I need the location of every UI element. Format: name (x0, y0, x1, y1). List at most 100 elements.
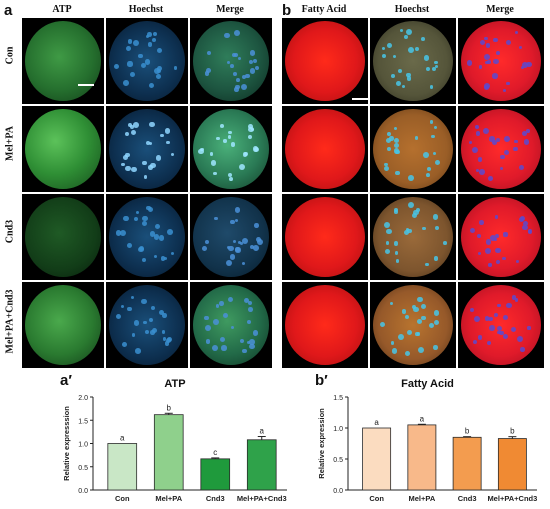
nucleus-spot (429, 120, 434, 124)
nucleus-spot (426, 66, 430, 71)
nucleus-spot (214, 216, 218, 221)
nucleus-spot (395, 171, 400, 176)
nucleus-spot (213, 171, 217, 176)
y-tick-label: 0.0 (333, 488, 343, 495)
nucleus-spot (480, 39, 486, 45)
nucleus-spot (379, 321, 386, 328)
x-tick-label: Mel+PA (155, 494, 182, 503)
culture-dish-image (373, 285, 453, 365)
nucleus-spot (407, 329, 413, 335)
merge-b-image-mel-pa (458, 106, 544, 192)
nucleus-spot (142, 221, 148, 227)
nucleus-spot (393, 143, 400, 149)
nucleus-spot (421, 315, 426, 320)
nucleus-spot (249, 244, 254, 249)
nucleus-spot (407, 228, 413, 234)
nucleus-spot (151, 327, 158, 334)
culture-dish-image (193, 21, 269, 101)
y-tick-label: 1.5 (78, 418, 88, 425)
x-tick-label: Mel+PA+Cnd3 (237, 494, 287, 503)
nucleus-spot (135, 210, 139, 214)
nucleus-spot (434, 159, 441, 166)
panel-a-col-atp: ATP (52, 4, 72, 15)
significance-letter: c (213, 448, 217, 457)
nucleus-spot (144, 329, 149, 335)
nucleus-spot (404, 230, 410, 236)
nucleus-spot (228, 172, 233, 177)
nucleus-spot (493, 37, 498, 43)
nucleus-spot (253, 223, 259, 228)
nucleus-spot (383, 165, 389, 171)
nucleus-spot (477, 157, 483, 162)
nucleus-spot (390, 73, 395, 78)
nucleus-spot (211, 160, 217, 166)
nucleus-spot (224, 32, 230, 39)
nucleus-spot (119, 229, 126, 236)
nucleus-spot (479, 169, 486, 176)
nucleus-spot (219, 301, 224, 306)
nucleus-spot (159, 309, 165, 315)
nucleus-spot (206, 68, 212, 73)
nucleus-spot (239, 163, 246, 170)
nucleus-spot (153, 254, 158, 259)
nucleus-spot (243, 298, 249, 304)
nucleus-spot (138, 53, 143, 59)
nucleus-spot (502, 88, 506, 93)
nucleus-spot (153, 31, 158, 36)
nucleus-spot (252, 330, 259, 336)
chart-fatty-acid-title: Fatty Acid (401, 378, 454, 390)
bar (200, 458, 231, 491)
nucleus-spot (406, 29, 413, 36)
nucleus-spot (240, 83, 247, 90)
nucleus-spot (431, 66, 437, 72)
nucleus-spot (384, 162, 388, 167)
nucleus-spot (153, 68, 160, 75)
nucleus-spot (242, 262, 246, 266)
nucleus-spot (423, 152, 430, 158)
nucleus-spot (143, 320, 148, 325)
nucleus-spot (254, 65, 259, 70)
nucleus-spot (141, 257, 147, 263)
nucleus-spot (148, 165, 153, 170)
nucleus-spot (213, 319, 219, 325)
nucleus-spot (160, 133, 164, 138)
culture-dish-image (373, 197, 453, 277)
nucleus-spot (433, 256, 438, 261)
hoechst-b-image-mel-pa-cnd3 (370, 282, 456, 368)
nucleus-spot (391, 348, 398, 355)
merge-b-image-con (458, 18, 544, 104)
nucleus-spot (240, 339, 245, 344)
nucleus-spot (523, 139, 530, 145)
nucleus-spot (485, 239, 492, 245)
significance-letter: a (374, 418, 379, 427)
y-tick-label: 2.0 (78, 395, 88, 402)
y-axis-label: Relative expresssion (62, 406, 71, 481)
nucleus-spot (514, 139, 518, 144)
nucleus-spot (382, 54, 387, 59)
nucleus-spot (415, 331, 419, 336)
culture-dish-image (25, 109, 101, 189)
nucleus-spot (494, 238, 498, 242)
nucleus-spot (198, 148, 204, 155)
nucleus-spot (432, 151, 436, 156)
bar (246, 439, 277, 491)
nucleus-spot (221, 345, 227, 351)
nucleus-spot (234, 87, 239, 92)
nucleus-spot (226, 245, 230, 249)
nucleus-spot (242, 237, 248, 244)
nucleus-spot (484, 54, 491, 61)
nucleus-spot (387, 43, 392, 48)
y-tick-label: 1.0 (333, 426, 343, 433)
nucleus-spot (223, 139, 227, 143)
nucleus-spot (492, 73, 498, 79)
nucleus-spot (420, 36, 425, 41)
culture-dish-image (285, 21, 365, 101)
nucleus-spot (434, 65, 438, 69)
panel-a-prime-letter: a′ (60, 372, 72, 389)
nucleus-spot (166, 228, 173, 235)
nucleus-spot (146, 141, 151, 145)
nucleus-spot (521, 66, 525, 70)
nucleus-spot (483, 127, 490, 134)
nucleus-spot (145, 59, 151, 65)
culture-dish-image (109, 285, 185, 365)
